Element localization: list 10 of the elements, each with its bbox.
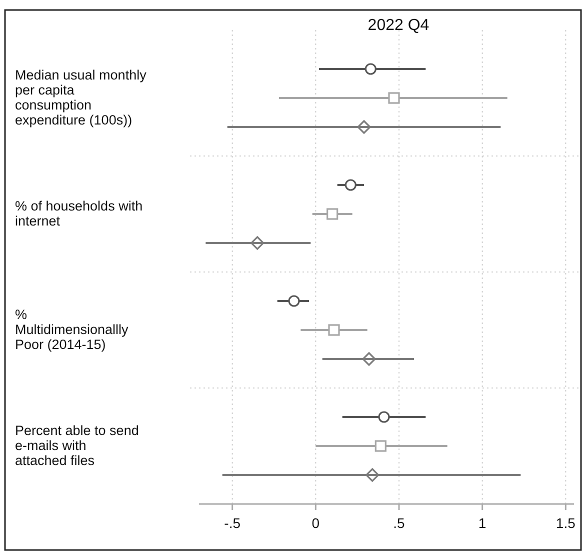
x-tick-label: .5 <box>393 515 406 531</box>
y-tick-label: % of households with internet <box>15 198 143 228</box>
x-tick-label: 0 <box>312 515 320 531</box>
chart-title: 2022 Q4 <box>368 17 430 34</box>
y-tick-label: Percent able to send e-mails with attached files <box>15 423 139 468</box>
x-tick-label: -.5 <box>224 515 241 531</box>
x-tick-label: 1.5 <box>556 515 576 531</box>
y-tick-label: % Multidimensionallly Poor (2014-15) <box>15 307 129 352</box>
y-tick-label: Median usual monthly per capita consumption expenditure (100s)) <box>15 68 147 128</box>
x-tick-label: 1 <box>478 515 486 531</box>
